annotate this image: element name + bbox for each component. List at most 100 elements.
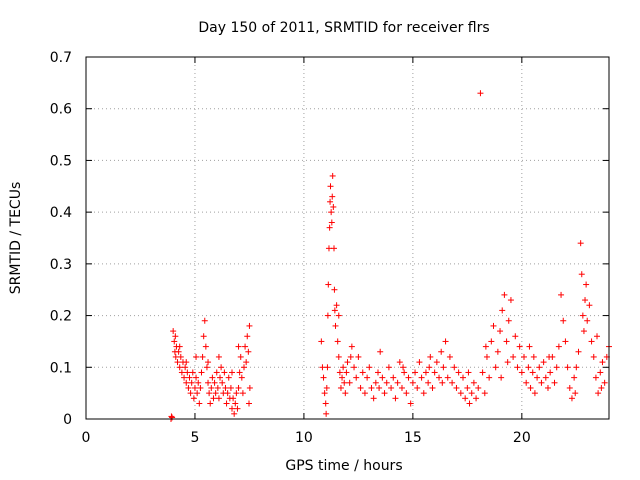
data-point [490,322,497,329]
data-point [225,374,232,381]
axis-ticks [85,56,609,420]
data-point [193,374,200,381]
data-point [196,400,203,407]
data-point [370,395,377,402]
data-point [330,245,337,252]
data-point [583,281,590,288]
y-tick-label: 0.7 [50,50,72,66]
data-point [553,364,560,371]
data-point [580,328,587,335]
data-point [396,359,403,366]
data-point [568,395,575,402]
y-tick-label: 0.5 [50,153,72,169]
data-point [353,374,360,381]
data-point [327,198,334,205]
data-point [240,364,247,371]
data-point [191,384,198,391]
data-point [194,390,201,397]
data-point [364,374,371,381]
data-point [578,271,585,278]
data-point [400,364,407,371]
y-tick-label: 0.1 [50,360,72,376]
data-point [237,353,244,360]
data-point [377,348,384,355]
data-point [398,384,405,391]
data-point [385,364,392,371]
data-point [427,353,434,360]
data-point [529,369,536,376]
data-point [518,369,525,376]
data-point [325,245,332,252]
data-point [217,374,224,381]
data-point [599,359,606,366]
data-point [328,219,335,226]
y-tick-label: 0.4 [50,205,72,221]
data-point [331,307,338,314]
data-point [246,400,253,407]
data-point [564,364,571,371]
data-point [486,374,493,381]
data-point [169,414,176,421]
data-point [577,240,584,247]
data-point [571,374,578,381]
data-point [433,359,440,366]
y-tick-labels: 0 0.1 0.2 0.3 0.4 0.5 0.6 0.7 [50,50,72,428]
data-point [507,297,514,304]
x-tick-label: 20 [513,430,531,446]
data-point [598,384,605,391]
data-point [188,379,195,386]
data-point [551,379,558,386]
data-point [172,353,179,360]
data-point [481,390,488,397]
data-point [183,359,190,366]
data-point [466,400,473,407]
data-point [184,369,191,376]
data-point [527,384,534,391]
data-point [540,359,547,366]
data-point [171,338,178,345]
data-point [470,379,477,386]
data-point [224,390,231,397]
data-point [586,302,593,309]
data-point [592,374,599,381]
data-point [176,364,183,371]
data-point [234,405,241,412]
data-point [455,369,462,376]
data-point [420,390,427,397]
data-point [579,312,586,319]
data-point [379,374,386,381]
y-tick-label: 0 [63,412,72,428]
data-point [368,384,375,391]
data-point [544,384,551,391]
data-point [375,369,382,376]
data-point [494,348,501,355]
data-point [392,395,399,402]
data-point [457,390,464,397]
data-point [245,348,252,355]
data-point [590,353,597,360]
data-point [324,364,331,371]
data-point [213,369,220,376]
data-point [514,364,521,371]
data-point [346,379,353,386]
data-point [465,369,472,376]
data-point [321,390,328,397]
data-point [505,317,512,324]
data-point [231,410,238,417]
plot-frame [85,56,610,420]
data-point [446,353,453,360]
data-point [483,353,490,360]
data-point [339,374,346,381]
data-point [512,333,519,340]
data-point [246,322,253,329]
data-point [327,183,334,190]
data-point [412,369,419,376]
data-point [229,405,236,412]
data-point [422,369,429,376]
data-point [459,374,466,381]
data-point [405,374,412,381]
data-point [190,395,197,402]
data-points [167,90,612,422]
data-point [209,374,216,381]
